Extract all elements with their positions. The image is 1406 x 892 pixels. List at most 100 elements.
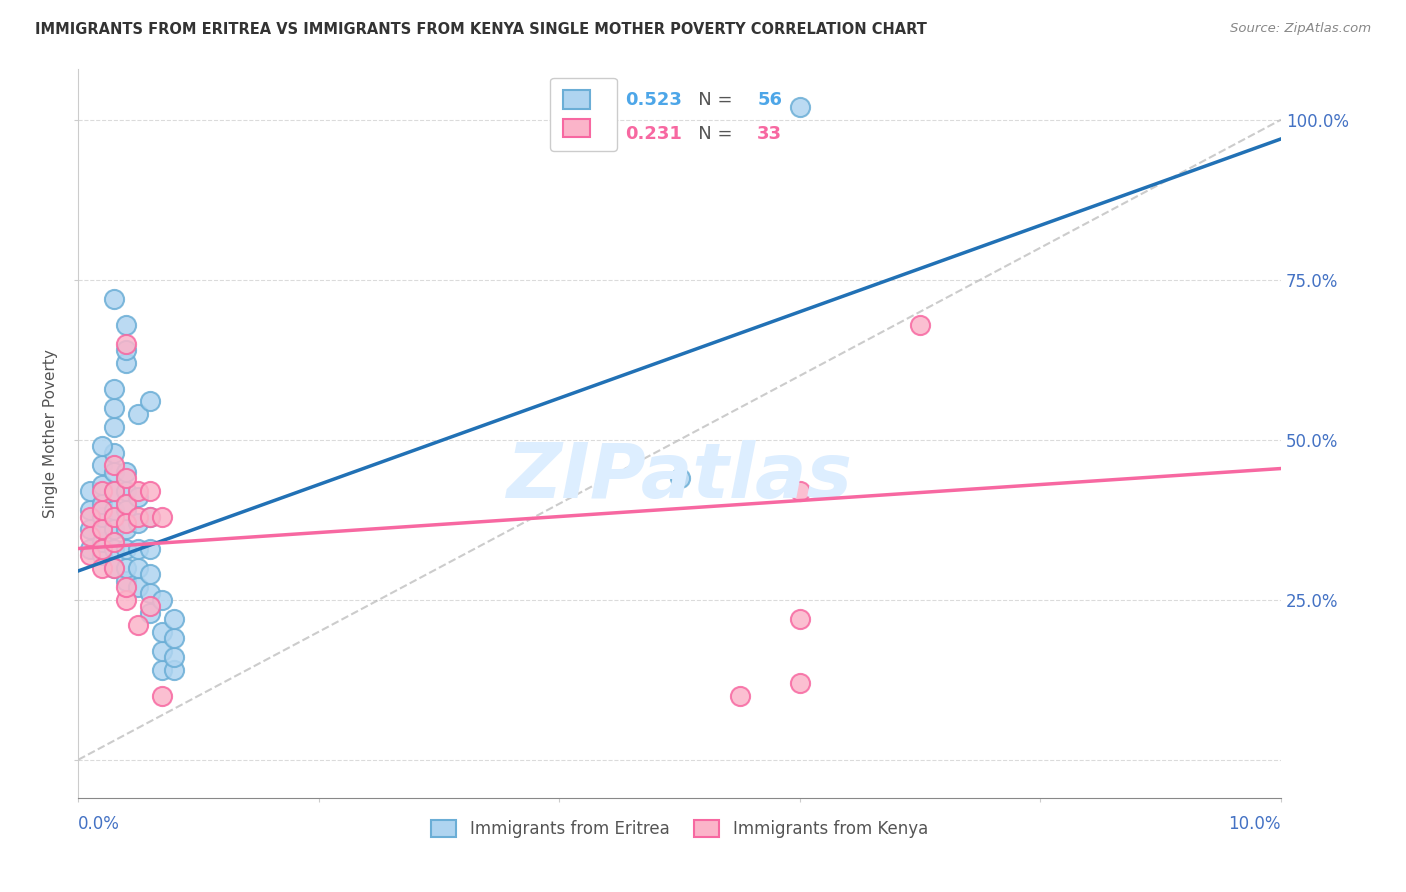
Point — [91, 522, 114, 536]
Point — [91, 522, 114, 536]
Point — [103, 458, 125, 473]
Point — [139, 509, 162, 524]
Point — [91, 483, 114, 498]
Point — [139, 394, 162, 409]
Text: 33: 33 — [758, 125, 782, 143]
Point — [79, 509, 101, 524]
Point — [103, 483, 125, 498]
Point — [127, 483, 149, 498]
Point — [163, 663, 186, 677]
Point — [139, 509, 162, 524]
Text: N =: N = — [682, 125, 744, 143]
Point — [103, 541, 125, 556]
Point — [103, 503, 125, 517]
Point — [163, 612, 186, 626]
Point — [728, 689, 751, 703]
Point — [139, 483, 162, 498]
Point — [91, 535, 114, 549]
Text: 0.523: 0.523 — [624, 91, 682, 109]
Point — [91, 541, 114, 556]
Point — [79, 522, 101, 536]
Point — [115, 580, 138, 594]
Point — [127, 560, 149, 574]
Text: IMMIGRANTS FROM ERITREA VS IMMIGRANTS FROM KENYA SINGLE MOTHER POVERTY CORRELATI: IMMIGRANTS FROM ERITREA VS IMMIGRANTS FR… — [35, 22, 927, 37]
Point — [115, 471, 138, 485]
Point — [152, 663, 174, 677]
Point — [115, 560, 138, 574]
Point — [91, 503, 114, 517]
Point — [139, 541, 162, 556]
Point — [127, 516, 149, 530]
Point — [115, 318, 138, 332]
Point — [103, 292, 125, 306]
Point — [103, 560, 125, 574]
Point — [127, 580, 149, 594]
Y-axis label: Single Mother Poverty: Single Mother Poverty — [44, 349, 58, 517]
Point — [103, 509, 125, 524]
Point — [91, 439, 114, 453]
Point — [79, 503, 101, 517]
Point — [79, 483, 101, 498]
Point — [127, 541, 149, 556]
Point — [152, 644, 174, 658]
Text: N =: N = — [682, 91, 744, 109]
Point — [115, 574, 138, 588]
Text: ZIPatlas: ZIPatlas — [506, 440, 852, 514]
Point — [91, 560, 114, 574]
Point — [103, 535, 125, 549]
Point — [127, 407, 149, 421]
Point — [103, 560, 125, 574]
Point — [79, 541, 101, 556]
Point — [115, 516, 138, 530]
Point — [115, 465, 138, 479]
Point — [115, 592, 138, 607]
Point — [163, 650, 186, 665]
Point — [103, 382, 125, 396]
Point — [115, 483, 138, 498]
Point — [103, 465, 125, 479]
Point — [103, 522, 125, 536]
Point — [103, 420, 125, 434]
Text: Source: ZipAtlas.com: Source: ZipAtlas.com — [1230, 22, 1371, 36]
Point — [115, 541, 138, 556]
Point — [115, 522, 138, 536]
Point — [908, 318, 931, 332]
Point — [127, 618, 149, 632]
Point — [789, 676, 811, 690]
Point — [115, 336, 138, 351]
Point — [115, 497, 138, 511]
Point — [103, 445, 125, 459]
Point — [152, 624, 174, 639]
Text: R =: R = — [567, 91, 612, 109]
Point — [79, 529, 101, 543]
Point — [668, 471, 690, 485]
Text: 0.0%: 0.0% — [79, 814, 120, 833]
Point — [91, 497, 114, 511]
Point — [79, 548, 101, 562]
Point — [152, 509, 174, 524]
Point — [103, 483, 125, 498]
Point — [139, 599, 162, 614]
Point — [91, 458, 114, 473]
Text: R =: R = — [567, 125, 612, 143]
Legend: Immigrants from Eritrea, Immigrants from Kenya: Immigrants from Eritrea, Immigrants from… — [425, 813, 935, 845]
Point — [152, 592, 174, 607]
Text: 10.0%: 10.0% — [1229, 814, 1281, 833]
Point — [139, 586, 162, 600]
Point — [91, 548, 114, 562]
Point — [91, 477, 114, 491]
Point — [789, 483, 811, 498]
Text: 0.231: 0.231 — [624, 125, 682, 143]
Point — [127, 491, 149, 505]
Point — [127, 509, 149, 524]
Point — [152, 689, 174, 703]
Point — [789, 100, 811, 114]
Point — [163, 631, 186, 645]
Point — [115, 503, 138, 517]
Point — [139, 567, 162, 582]
Point — [103, 401, 125, 415]
Point — [115, 356, 138, 370]
Point — [91, 509, 114, 524]
Point — [139, 606, 162, 620]
Point — [789, 612, 811, 626]
